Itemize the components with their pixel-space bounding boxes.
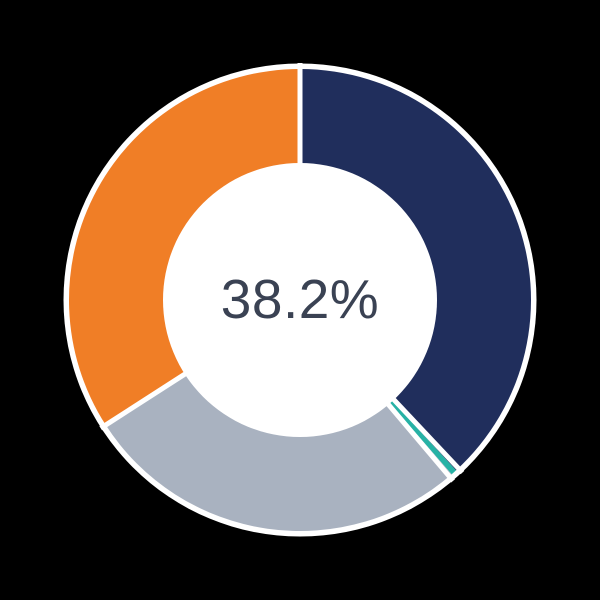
- slice-separators-group: [99, 63, 465, 483]
- slice-orange[interactable]: [68, 69, 300, 425]
- slice-separator: [99, 366, 195, 431]
- slice-teal[interactable]: [387, 398, 457, 475]
- center-label: 38.2%: [221, 268, 379, 330]
- donut-hole: [163, 163, 437, 437]
- slice-separator: [380, 395, 456, 483]
- slice-separator: [385, 390, 465, 475]
- slice-gray[interactable]: [105, 372, 452, 531]
- slice-navy[interactable]: [300, 69, 531, 471]
